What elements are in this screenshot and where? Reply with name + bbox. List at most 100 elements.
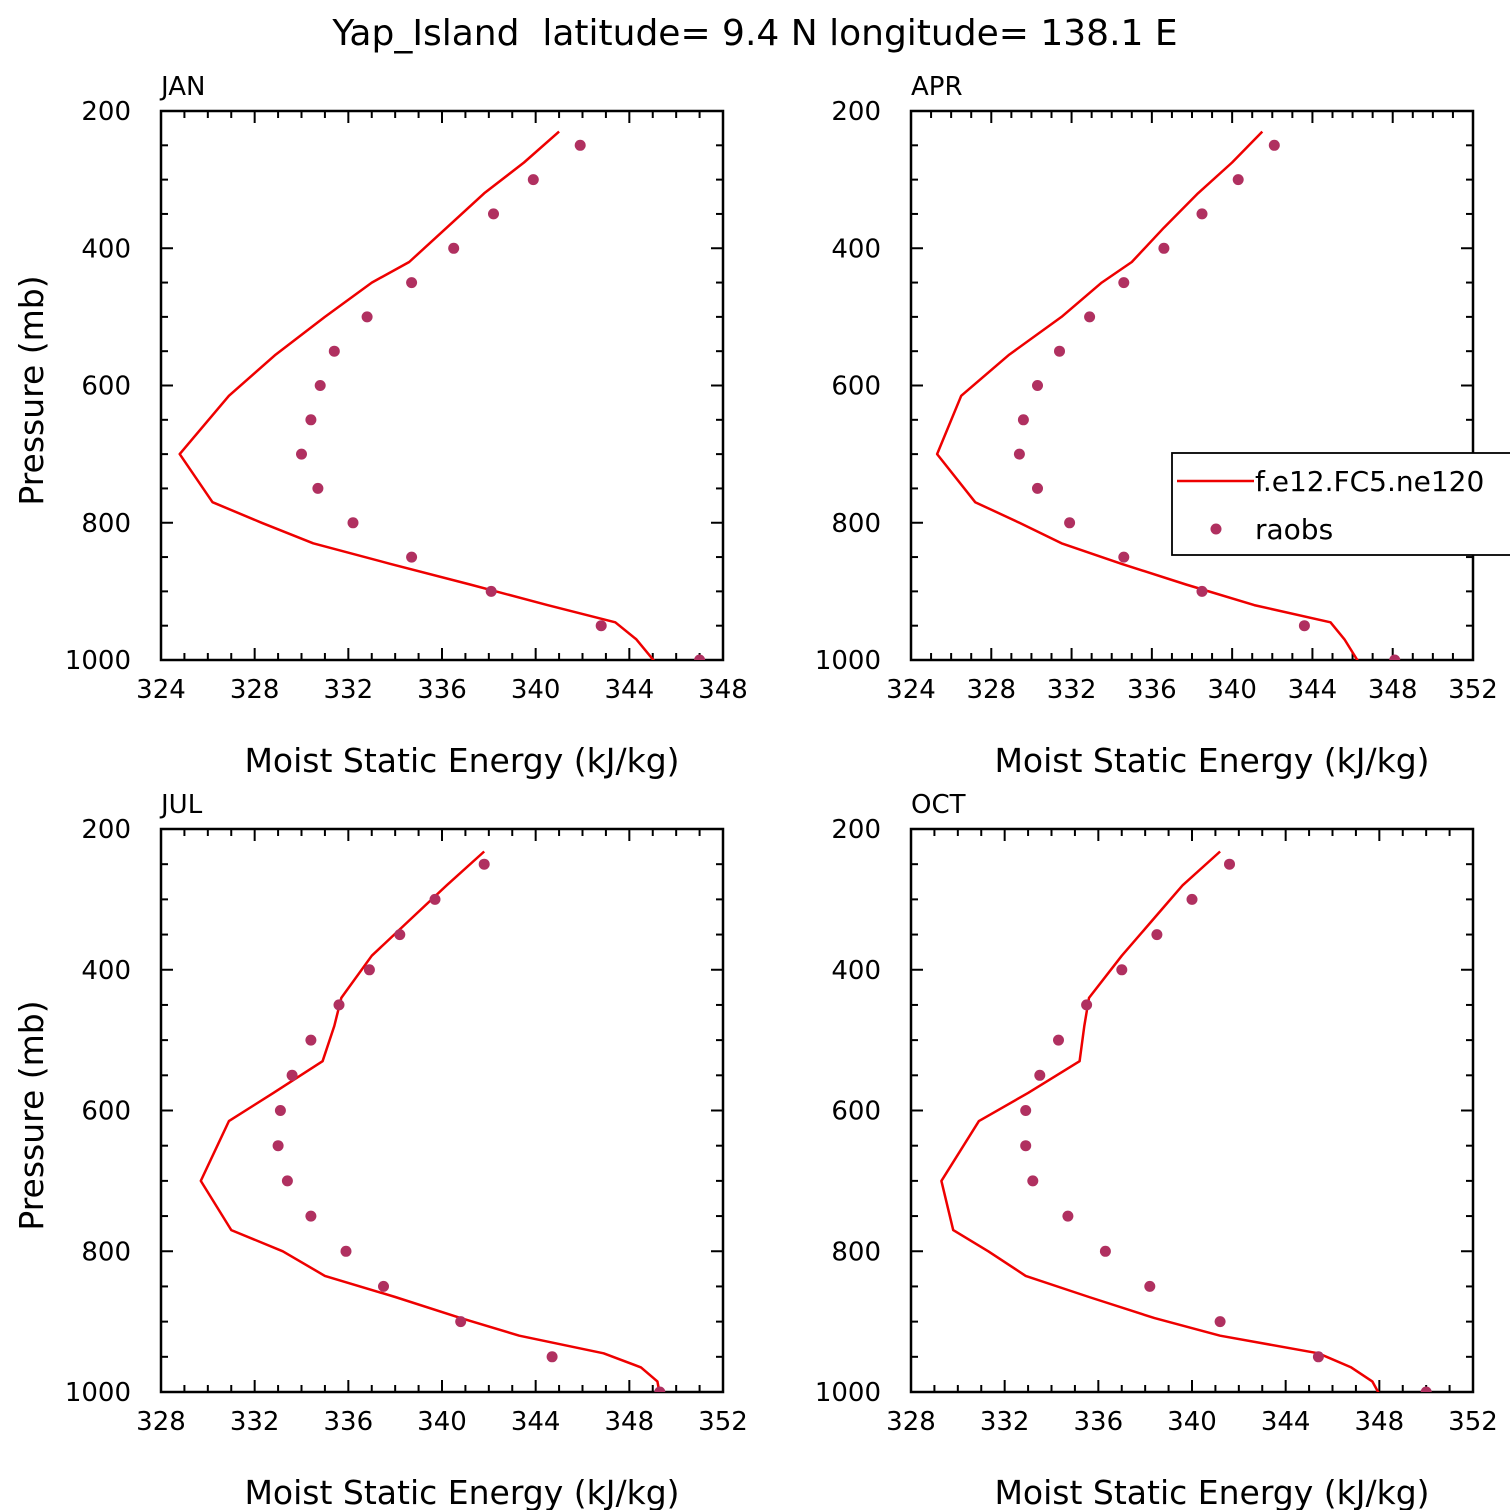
y-tick-label: 1000 [65,646,131,676]
model-line [199,850,661,1392]
y-axis-label: Pressure (mb) [12,275,51,505]
x-tick-label: 340 [511,675,561,705]
y-tick-label: 200 [81,97,131,127]
y-tick-label: 400 [831,956,881,986]
y-tick-label: 200 [831,815,881,845]
raobs-point [363,964,375,976]
raobs-point [1017,414,1029,426]
raobs-point [546,1351,558,1363]
raobs-point [1186,893,1198,905]
x-tick-label: 328 [230,675,280,705]
raobs-point [1389,654,1401,660]
raobs-point [1053,1034,1064,1046]
x-tick-label: 352 [1448,675,1498,705]
data-layer [199,850,666,1392]
data-layer [940,850,1432,1392]
raobs-point [1144,1280,1156,1292]
x-axis-label: Moist Static Energy (kJ/kg) [994,1473,1429,1510]
raobs-point [1118,277,1130,289]
raobs-point [1062,1210,1074,1222]
y-tick-label: 400 [81,234,131,264]
x-tick-label: 344 [605,675,655,705]
x-tick-label: 348 [1368,675,1418,705]
raobs-point [455,1316,467,1328]
raobs-point [1420,1386,1432,1392]
x-tick-label: 336 [417,675,467,705]
x-tick-label: 336 [324,1407,374,1437]
y-tick-label: 400 [81,956,131,986]
raobs-point [1064,517,1076,529]
raobs-point [340,1245,352,1257]
raobs-point [333,999,345,1011]
raobs-point [1312,1351,1324,1363]
raobs-point [1054,345,1065,357]
raobs-point [488,208,499,220]
x-axis-label: Moist Static Energy (kJ/kg) [244,741,679,780]
x-tick-label: 352 [1448,1407,1498,1437]
raobs-point [281,1175,293,1187]
raobs-point [1214,1316,1226,1328]
y-tick-label: 200 [831,97,881,127]
raobs-point [1116,964,1128,976]
panel-label: OCT [911,790,966,820]
raobs-point [654,1386,666,1392]
x-tick-label: 332 [980,1407,1030,1437]
y-tick-label: 600 [81,372,131,402]
legend-box [1171,452,1510,556]
raobs-point [694,654,706,660]
raobs-point [595,620,607,632]
plot-frame [909,109,1475,662]
x-tick-label: 348 [698,675,748,705]
legend-model-label: f.e12.FC5.ne120 [1255,465,1484,498]
raobs-point [478,858,490,870]
y-tick-label: 600 [831,1097,881,1127]
y-tick-label: 1000 [815,1378,881,1408]
raobs-point [1027,1175,1039,1187]
x-tick-label: 324 [886,675,936,705]
raobs-point [1158,242,1170,254]
x-tick-label: 332 [324,675,374,705]
x-axis-label: Moist Static Energy (kJ/kg) [244,1473,679,1510]
model-line [178,130,655,660]
raobs-point [274,1105,286,1116]
panel-label: JAN [159,72,205,102]
x-tick-label: 344 [1261,1407,1311,1437]
legend: f.e12.FC5.ne120 raobs [1171,452,1510,556]
ticks [160,110,724,661]
raobs-point [314,380,326,391]
raobs-point [485,585,497,597]
y-tick-label: 400 [831,234,881,264]
raobs-point [305,414,317,426]
model-line [940,850,1380,1392]
panel-apr: 324 328 332 336 340 344 348 352 200 400 600 800 1000… [815,72,1510,780]
y-tick-label: 600 [831,372,881,402]
raobs-point [1298,620,1310,632]
data-layer [935,130,1401,660]
raobs-point [1034,1069,1046,1081]
raobs-point [1032,380,1043,391]
x-tick-label: 348 [1355,1407,1405,1437]
ticks [910,110,1474,661]
model-line [935,130,1359,660]
x-tick-label: 336 [1127,675,1177,705]
raobs-point [527,174,539,186]
raobs-point [347,517,359,529]
panel-label: APR [911,72,963,102]
raobs-point [394,929,406,941]
x-tick-label: 328 [886,1407,936,1437]
x-tick-label: 352 [698,1407,748,1437]
raobs-point [312,482,324,494]
x-tick-label: 328 [136,1407,186,1437]
panel-jul: 328 332 336 340 344 348 352 200 400 600 800 1000 JUL… [12,790,748,1510]
y-tick-label: 800 [831,1237,881,1267]
y-tick-label: 800 [81,1237,131,1267]
y-tick-label: 1000 [65,1378,131,1408]
raobs-point [406,551,418,563]
legend-raobs-label: raobs [1255,513,1333,546]
data-layer [178,130,706,660]
x-axis-label: Moist Static Energy (kJ/kg) [994,741,1429,780]
panel-jan: 324 328 332 336 340 344 348 200 400 600 800 1000 JAN… [12,72,748,780]
x-tick-label: 340 [1167,1407,1217,1437]
raobs-point [296,448,307,460]
